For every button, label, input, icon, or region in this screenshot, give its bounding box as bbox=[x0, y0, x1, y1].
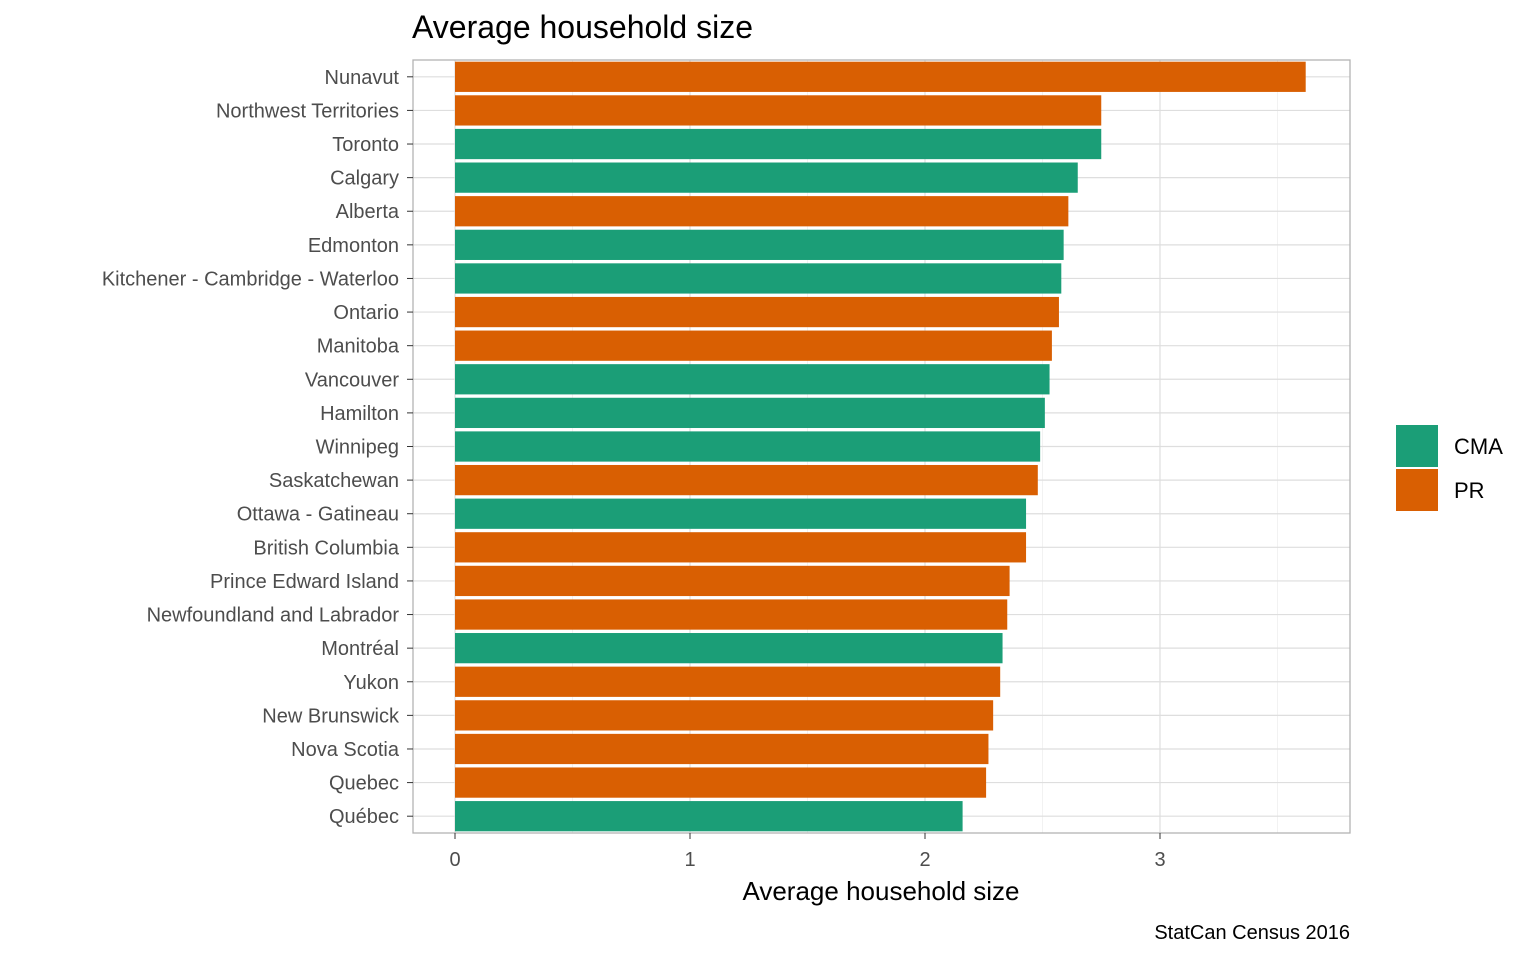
y-tick-label: New Brunswick bbox=[262, 705, 400, 727]
chart-caption: StatCan Census 2016 bbox=[1154, 922, 1350, 944]
y-tick-label: Hamilton bbox=[320, 403, 399, 425]
bar-new-brunswick bbox=[455, 700, 994, 731]
y-tick-label: Québec bbox=[329, 806, 399, 828]
bar-british-columbia bbox=[455, 532, 1027, 563]
y-tick-label: Nova Scotia bbox=[291, 739, 400, 761]
y-tick-label: Ontario bbox=[333, 302, 399, 324]
bar-ottawa-gatineau bbox=[455, 498, 1027, 529]
x-tick-label: 2 bbox=[919, 849, 930, 871]
chart-title: Average household size bbox=[412, 9, 753, 45]
y-tick-label: Quebec bbox=[329, 773, 399, 795]
y-tick-label: Vancouver bbox=[305, 369, 399, 391]
bar-edmonton bbox=[455, 229, 1064, 260]
legend-label-cma: CMA bbox=[1454, 434, 1503, 459]
bar-montr-al bbox=[455, 633, 1003, 664]
x-tick-label: 1 bbox=[684, 849, 695, 871]
bar-vancouver bbox=[455, 364, 1050, 395]
y-tick-label: Alberta bbox=[336, 201, 400, 223]
bar-prince-edward-island bbox=[455, 565, 1010, 597]
legend: CMA PR bbox=[1396, 425, 1503, 511]
bar-manitoba bbox=[455, 330, 1052, 361]
legend-label-pr: PR bbox=[1454, 478, 1485, 503]
y-tick-label: Toronto bbox=[332, 134, 399, 156]
bar-toronto bbox=[455, 128, 1102, 160]
y-tick-label: Kitchener - Cambridge - Waterloo bbox=[102, 268, 399, 290]
y-tick-label: Calgary bbox=[330, 168, 399, 190]
bar-winnipeg bbox=[455, 431, 1041, 462]
x-axis: 0 1 2 3 bbox=[449, 833, 1166, 871]
bar-northwest-territories bbox=[455, 95, 1102, 126]
y-tick-label: Ottawa - Gatineau bbox=[237, 504, 399, 526]
y-tick-label: Saskatchewan bbox=[269, 470, 399, 492]
y-tick-label: Yukon bbox=[343, 672, 399, 694]
bar-kitchener-cambridge-waterloo bbox=[455, 263, 1062, 294]
bars bbox=[455, 61, 1306, 832]
y-tick-label: Winnipeg bbox=[316, 437, 399, 459]
y-tick-label: Northwest Territories bbox=[216, 100, 399, 122]
y-tick-label: Edmonton bbox=[308, 235, 399, 257]
y-tick-label: Manitoba bbox=[317, 336, 400, 358]
bar-alberta bbox=[455, 196, 1069, 227]
y-tick-label: British Columbia bbox=[253, 537, 399, 559]
x-axis-title: Average household size bbox=[742, 876, 1019, 906]
bar-yukon bbox=[455, 666, 1001, 697]
bar-nova-scotia bbox=[455, 733, 989, 765]
bar-qu-bec bbox=[455, 801, 963, 832]
x-tick-label: 0 bbox=[449, 849, 460, 871]
x-tick-label: 3 bbox=[1154, 849, 1165, 871]
y-tick-label: Prince Edward Island bbox=[210, 571, 399, 593]
bar-saskatchewan bbox=[455, 464, 1038, 496]
bar-newfoundland-and-labrador bbox=[455, 599, 1008, 630]
legend-key-pr bbox=[1396, 469, 1438, 511]
y-tick-label: Montréal bbox=[321, 638, 399, 660]
legend-key-cma bbox=[1396, 425, 1438, 467]
bar-calgary bbox=[455, 162, 1078, 193]
y-axis: Nunavut Northwest Territories Toronto Calga… bbox=[102, 67, 413, 828]
bar-nunavut bbox=[455, 61, 1306, 92]
bar-hamilton bbox=[455, 397, 1045, 429]
bar-ontario bbox=[455, 296, 1059, 328]
y-tick-label: Nunavut bbox=[325, 67, 400, 89]
y-tick-label: Newfoundland and Labrador bbox=[147, 605, 400, 627]
bar-quebec bbox=[455, 767, 987, 798]
